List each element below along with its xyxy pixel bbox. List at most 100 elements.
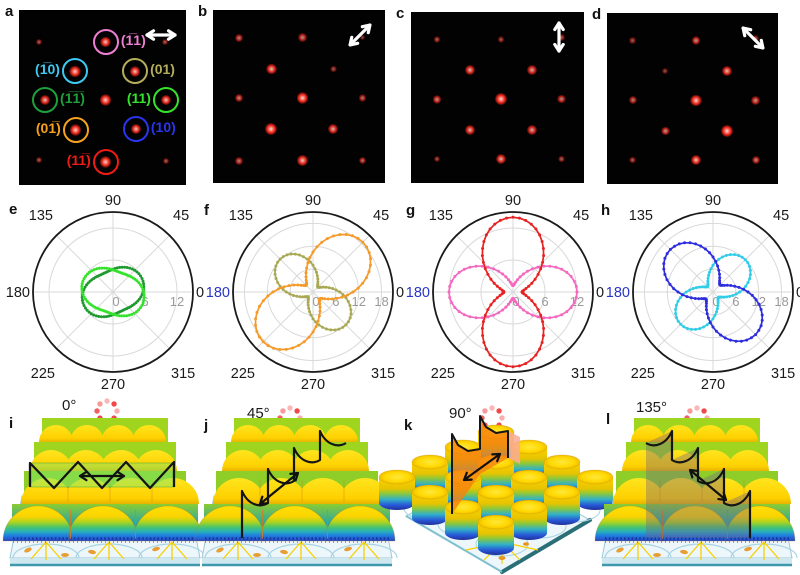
diffraction-spot bbox=[265, 123, 278, 136]
angle-tick-label: 315 bbox=[771, 366, 795, 382]
angle-tick-label: 180 bbox=[406, 285, 430, 301]
panel-letter-l: l bbox=[606, 411, 611, 428]
arrow-head bbox=[258, 495, 269, 506]
arrow-head bbox=[116, 470, 126, 482]
angle-tick-label: 45 bbox=[573, 208, 589, 224]
polarization-arrow bbox=[145, 29, 177, 41]
angle-tick-label: 45 bbox=[373, 208, 389, 224]
diffraction-spot bbox=[751, 95, 761, 105]
panel-letter-c: c bbox=[396, 5, 405, 22]
microsphere-array bbox=[2, 418, 206, 567]
miller-index-label: (01̅) bbox=[35, 120, 61, 137]
diffraction-spot bbox=[690, 154, 702, 166]
angle-tick-label: 315 bbox=[171, 366, 195, 382]
polar-series-(11̅) bbox=[480, 215, 546, 369]
diffraction-spot bbox=[234, 33, 243, 42]
angle-tick-label: 270 bbox=[701, 377, 725, 393]
panel-letter-d: d bbox=[592, 6, 602, 23]
miller-index-label: (10) bbox=[150, 119, 176, 135]
diffraction-spot bbox=[266, 63, 277, 74]
polar-series-(10) bbox=[662, 241, 764, 343]
miller-index-ring bbox=[62, 117, 89, 144]
polar-grid bbox=[32, 211, 194, 373]
polarization-angle-label-l: 135° bbox=[636, 399, 668, 416]
angle-tick-label: 225 bbox=[631, 366, 655, 382]
diffraction-spot bbox=[558, 34, 565, 42]
radial-tick-label: 6 bbox=[332, 294, 339, 309]
diffraction-spot bbox=[432, 94, 442, 104]
miller-index-ring bbox=[92, 149, 119, 176]
diffraction-spot bbox=[358, 94, 367, 103]
polar-series-(1̅1) bbox=[447, 264, 579, 320]
diffraction-panel-a: (1̅1) (1̅0) (01) (1̅1̅) (11) (01̅) (10) (11̅) bbox=[19, 10, 186, 185]
panel-letter-f: f bbox=[204, 202, 209, 219]
laser-dot bbox=[111, 401, 117, 407]
angle-tick-label: 90 bbox=[105, 193, 121, 209]
angle-tick-label: 180 bbox=[606, 285, 630, 301]
arrow-head bbox=[491, 452, 502, 463]
surface-panel-k bbox=[378, 415, 614, 574]
laser-dot bbox=[687, 408, 693, 414]
miller-index-ring bbox=[92, 29, 119, 56]
angle-tick-label: 0 bbox=[796, 285, 800, 301]
diffraction-spot bbox=[629, 156, 637, 164]
polarization-angle-label-k: 90° bbox=[449, 405, 472, 422]
diffraction-spot bbox=[691, 35, 701, 45]
diffraction-panel-c bbox=[411, 12, 584, 183]
laser-dot bbox=[94, 408, 100, 414]
angle-tick-label: 315 bbox=[371, 366, 395, 382]
radial-tick-label: 0 bbox=[112, 294, 119, 309]
diffraction-spot bbox=[296, 92, 309, 105]
laser-dot bbox=[114, 408, 120, 414]
radial-tick-label: 6 bbox=[141, 294, 148, 309]
diffraction-spot bbox=[690, 94, 702, 106]
diffraction-spot bbox=[328, 124, 339, 135]
arrow-head bbox=[462, 471, 473, 482]
arrow-head bbox=[360, 23, 372, 35]
polar-series-(01) bbox=[273, 252, 353, 332]
panel-letter-g: g bbox=[406, 202, 416, 219]
diffraction-spot bbox=[721, 65, 732, 77]
miller-index-label: (11) bbox=[126, 89, 151, 106]
diffraction-spot bbox=[494, 93, 507, 106]
polarization-arrow bbox=[553, 21, 565, 53]
panel-letter-h: h bbox=[601, 202, 611, 219]
double-arrow bbox=[462, 452, 502, 482]
cross-section-profile bbox=[240, 429, 347, 538]
radial-tick-label: 18 bbox=[374, 294, 388, 309]
arrow-head bbox=[348, 35, 360, 47]
radial-tick-label: 18 bbox=[774, 294, 788, 309]
diffraction-spot bbox=[662, 68, 669, 75]
laser-dot bbox=[496, 408, 502, 414]
cross-section-profile bbox=[28, 460, 176, 490]
diffraction-spot bbox=[297, 155, 308, 166]
laser-dot bbox=[694, 405, 700, 411]
arrow-head bbox=[688, 468, 699, 479]
miller-index-label: (1̅0) bbox=[35, 61, 60, 78]
angle-tick-label: 180 bbox=[206, 285, 230, 301]
miller-index-ring bbox=[122, 58, 149, 85]
surface-panel-i bbox=[2, 418, 206, 567]
diffraction-spot bbox=[298, 33, 307, 42]
miller-index-ring bbox=[152, 86, 179, 113]
polar-plot-e: 0 6 12 0 45 90 135 180 225 270 315 bbox=[6, 193, 204, 393]
angle-tick-label: 90 bbox=[305, 193, 321, 209]
angle-tick-label: 270 bbox=[301, 377, 325, 393]
diffraction-spot bbox=[720, 124, 733, 137]
double-arrow bbox=[348, 23, 372, 47]
radial-tick-label: 0 bbox=[712, 294, 719, 309]
miller-index-label: (11̅) bbox=[66, 152, 91, 169]
angle-tick-label: 270 bbox=[501, 377, 525, 393]
arrow-head bbox=[553, 42, 565, 53]
panel-letter-j: j bbox=[204, 417, 209, 434]
surface-panel-j bbox=[194, 418, 398, 567]
angle-tick-label: 0 bbox=[396, 285, 404, 301]
diffraction-spot bbox=[35, 156, 43, 164]
laser-dot bbox=[482, 408, 488, 414]
laser-dot bbox=[280, 408, 286, 414]
diffraction-spot bbox=[35, 38, 43, 46]
